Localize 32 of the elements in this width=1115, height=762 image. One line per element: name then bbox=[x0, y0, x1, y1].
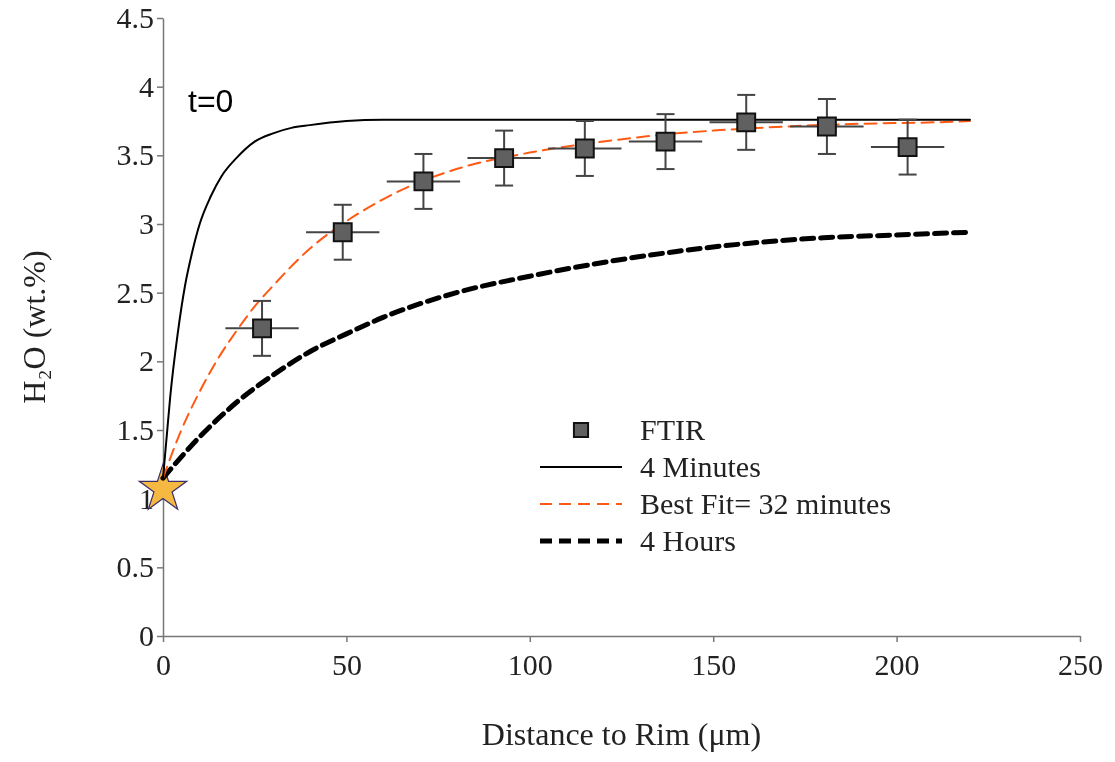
y-tick-label: 0 bbox=[139, 619, 154, 653]
y-tick-label: 4 bbox=[139, 69, 154, 103]
point bbox=[252, 318, 272, 339]
x-tick-label: 200 bbox=[874, 648, 920, 681]
point bbox=[816, 116, 837, 137]
legend-label: FTIR bbox=[640, 413, 706, 446]
point bbox=[332, 222, 353, 243]
x-axis-title: Distance to Rim (μm) bbox=[481, 716, 762, 752]
x-tick-label: 250 bbox=[1058, 648, 1103, 681]
y-tick-label: 0.5 bbox=[116, 550, 154, 584]
legend-label: 4 Hours bbox=[640, 524, 736, 557]
legend-label: 4 Minutes bbox=[640, 450, 761, 483]
point bbox=[897, 137, 918, 158]
y-tick-label: 1 bbox=[139, 481, 154, 515]
point bbox=[655, 131, 676, 152]
y-tick-label: 2.5 bbox=[116, 275, 154, 309]
y-axis-title: H₂O (wt.%) bbox=[16, 250, 52, 404]
point bbox=[494, 148, 515, 169]
y-tick-label: 3.5 bbox=[116, 138, 154, 172]
point bbox=[138, 463, 188, 510]
x-tick-label: 150 bbox=[691, 648, 737, 681]
y-tick-label: 2 bbox=[139, 344, 154, 378]
y-tick-label: 1.5 bbox=[116, 413, 154, 447]
y-tick-label: 4.5 bbox=[116, 1, 154, 35]
annotation: t=0 bbox=[188, 83, 234, 119]
point bbox=[574, 138, 595, 159]
x-tick-label: 50 bbox=[331, 648, 362, 681]
point bbox=[413, 171, 434, 192]
y-tick-label: 3 bbox=[139, 207, 154, 241]
x-tick-label: 100 bbox=[507, 648, 553, 681]
legend-label: Best Fit= 32 minutes bbox=[640, 487, 892, 520]
point bbox=[736, 112, 757, 133]
